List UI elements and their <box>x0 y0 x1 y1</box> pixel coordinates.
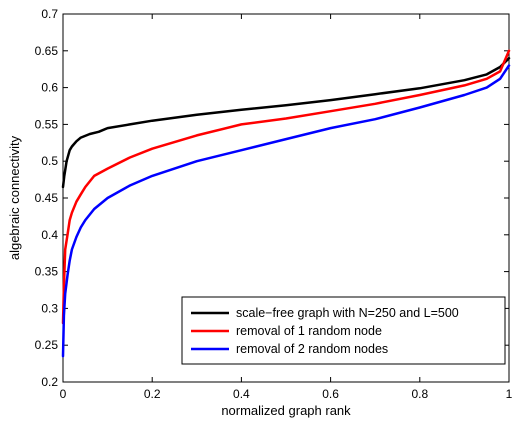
x-tick-label-4: 0.8 <box>411 387 428 401</box>
x-axis-ticks: 0 0.2 0.4 0.6 0.8 1 <box>60 14 513 401</box>
x-tick-label-2: 0.4 <box>233 387 250 401</box>
x-tick-label-5: 1 <box>506 387 513 401</box>
y-tick-label-6: 0.5 <box>41 154 58 168</box>
y-tick-label-9: 0.65 <box>35 44 59 58</box>
legend-box <box>181 296 506 365</box>
x-tick-label-3: 0.6 <box>322 387 339 401</box>
y-tick-label-5: 0.45 <box>35 191 59 205</box>
legend: scale−free graph with N=250 and L=500 re… <box>181 296 506 365</box>
y-tick-label-0: 0.2 <box>41 375 58 389</box>
y-tick-label-7: 0.55 <box>35 117 59 131</box>
legend-label-0: scale−free graph with N=250 and L=500 <box>236 306 459 320</box>
y-tick-label-3: 0.35 <box>35 265 59 279</box>
x-tick-label-1: 0.2 <box>144 387 161 401</box>
x-tick-label-0: 0 <box>60 387 67 401</box>
y-tick-label-4: 0.4 <box>41 228 58 242</box>
series-line-1 <box>61 49 511 325</box>
x-axis-label: normalized graph rank <box>221 403 351 418</box>
y-axis-ticks: 0.2 0.25 0.3 0.35 0.4 0.45 0.5 0.55 0.6 0.65 0.7 <box>35 7 509 389</box>
y-tick-label-10: 0.7 <box>41 7 58 21</box>
legend-label-1: removal of 1 random node <box>236 324 382 338</box>
y-axis-label: algebraic connectivity <box>7 135 22 260</box>
y-tick-label-8: 0.6 <box>41 81 58 95</box>
legend-label-2: removal of 2 random nodes <box>236 342 388 356</box>
series-lines <box>61 49 511 358</box>
series-line-0 <box>61 56 511 189</box>
y-tick-label-1: 0.25 <box>35 338 59 352</box>
series-line-2 <box>61 64 511 358</box>
y-tick-label-2: 0.3 <box>41 301 58 315</box>
